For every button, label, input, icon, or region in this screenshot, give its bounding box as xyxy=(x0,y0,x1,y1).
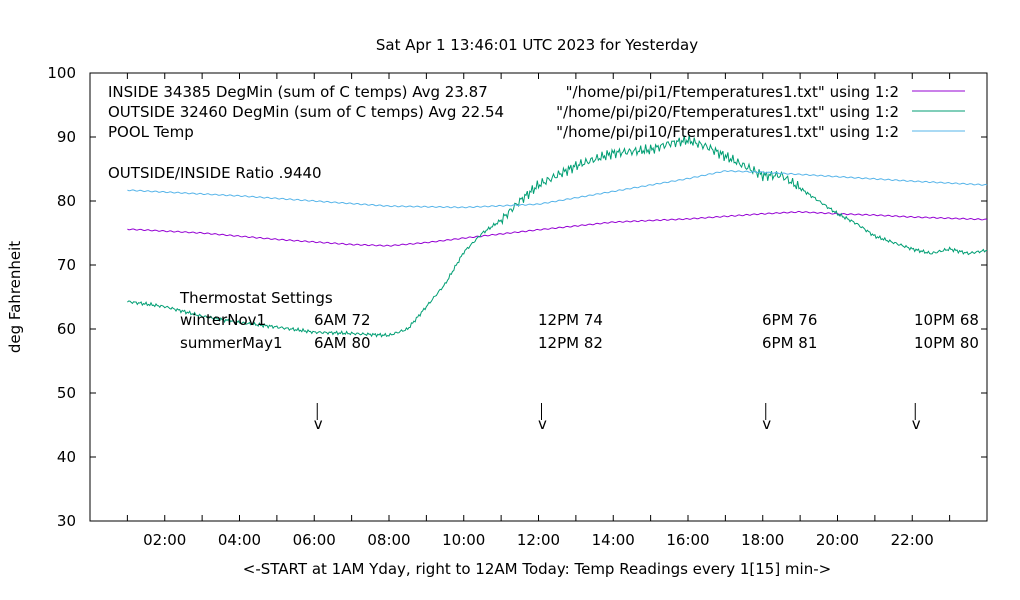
y-tick-label: 90 xyxy=(57,128,76,146)
x-tick-label: 08:00 xyxy=(367,531,410,549)
thermostat-setting: 6PM 76 xyxy=(762,311,817,329)
thermostat-row-label: summerMay1 xyxy=(180,334,283,352)
legend-name: INSIDE 34385 DegMin (sum of C temps) Avg… xyxy=(108,83,488,101)
y-tick-label: 30 xyxy=(57,512,76,530)
chart-title: Sat Apr 1 13:46:01 UTC 2023 for Yesterda… xyxy=(376,36,698,54)
y-tick-label: 80 xyxy=(57,192,76,210)
x-tick-label: 12:00 xyxy=(517,531,560,549)
y-tick-label: 100 xyxy=(47,64,76,82)
x-axis-label: <-START at 1AM Yday, right to 12AM Today… xyxy=(243,560,831,578)
thermostat-setting: 6PM 81 xyxy=(762,334,817,352)
legend-source: "/home/pi/pi10/Ftemperatures1.txt" using… xyxy=(556,123,899,141)
x-tick-label: 02:00 xyxy=(143,531,186,549)
legend-source: "/home/pi/pi20/Ftemperatures1.txt" using… xyxy=(556,103,899,121)
thermostat-setting: 12PM 74 xyxy=(538,311,603,329)
ratio-label: OUTSIDE/INSIDE Ratio .9440 xyxy=(108,164,322,182)
x-tick-label: 06:00 xyxy=(293,531,336,549)
x-tick-label: 16:00 xyxy=(666,531,709,549)
x-tick-label: 20:00 xyxy=(816,531,859,549)
legend-name: POOL Temp xyxy=(108,123,194,141)
y-tick-label: 50 xyxy=(57,384,76,402)
arrow-head: v xyxy=(538,415,547,433)
arrow-head: v xyxy=(314,415,323,433)
x-tick-label: 18:00 xyxy=(741,531,784,549)
thermostat-setting: 12PM 82 xyxy=(538,334,603,352)
series-line-0 xyxy=(127,210,988,247)
series-line-2 xyxy=(127,170,988,209)
y-tick-label: 40 xyxy=(57,448,76,466)
thermostat-setting: 6AM 72 xyxy=(314,311,371,329)
x-tick-label: 10:00 xyxy=(442,531,485,549)
arrow-head: v xyxy=(762,415,771,433)
x-tick-label: 14:00 xyxy=(592,531,635,549)
series-line-1 xyxy=(127,134,988,338)
x-tick-label: 04:00 xyxy=(218,531,261,549)
y-tick-label: 60 xyxy=(57,320,76,338)
thermostat-row-label: winterNov1 xyxy=(180,311,266,329)
y-tick-label: 70 xyxy=(57,256,76,274)
thermostat-title: Thermostat Settings xyxy=(179,289,333,307)
x-tick-label: 22:00 xyxy=(891,531,934,549)
thermostat-setting: 6AM 80 xyxy=(314,334,371,352)
arrow-head: v xyxy=(912,415,921,433)
legend-source: "/home/pi/pi1/Ftemperatures1.txt" using … xyxy=(566,83,899,101)
thermostat-setting: 10PM 68 xyxy=(914,311,979,329)
legend-name: OUTSIDE 32460 DegMin (sum of C temps) Av… xyxy=(108,103,504,121)
y-axis-label: deg Fahrenheit xyxy=(6,241,24,353)
thermostat-setting: 10PM 80 xyxy=(914,334,979,352)
